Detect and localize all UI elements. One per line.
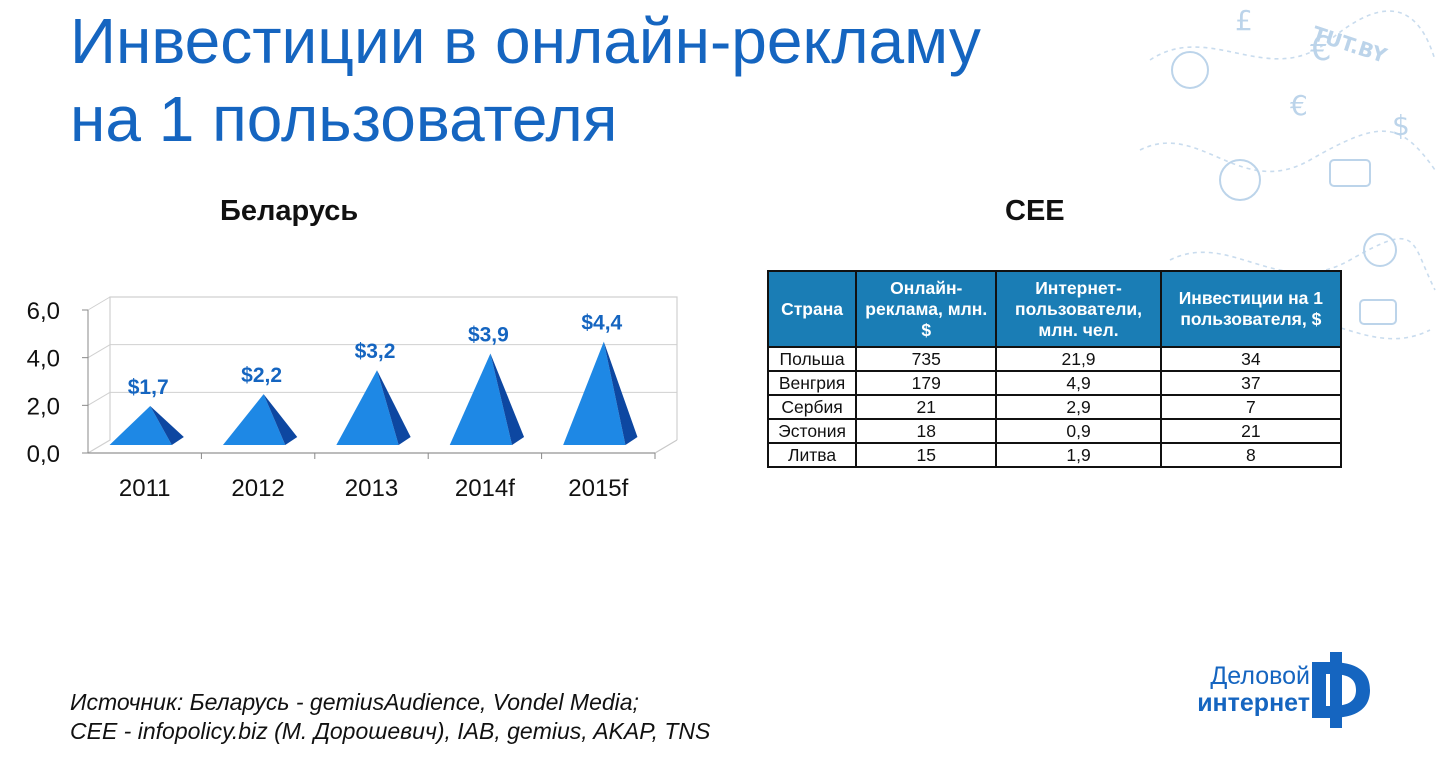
slide-title-line2: на 1 пользователя bbox=[70, 83, 618, 155]
pyramid-bar-side bbox=[603, 341, 638, 445]
svg-text:€: € bbox=[1310, 29, 1332, 69]
y-tick-label: 6,0 bbox=[27, 298, 60, 325]
logo-text-line2: интернет bbox=[1197, 689, 1310, 717]
table-cell: Польша bbox=[766, 346, 858, 372]
svg-text:€: € bbox=[1290, 89, 1308, 122]
x-tick-label: 2011 bbox=[119, 475, 171, 502]
table-header-country: Страна bbox=[766, 270, 858, 348]
pyramid-bar-side bbox=[377, 370, 411, 445]
table-cell: 8 bbox=[1159, 442, 1343, 468]
pyramid-bar bbox=[109, 405, 172, 445]
table-row: Польша 735 21,9 34 bbox=[766, 346, 1343, 372]
table-row: Эстония 18 0,9 21 bbox=[766, 418, 1343, 444]
chart-title: Беларусь bbox=[220, 195, 359, 227]
y-tick-label: 4,0 bbox=[27, 346, 60, 373]
data-label: $3,2 bbox=[355, 340, 396, 363]
table-header-internet-users: Интернет-пользователи, млн. чел. bbox=[995, 270, 1162, 348]
logo-mark-icon bbox=[1312, 652, 1370, 728]
table-cell: 4,9 bbox=[995, 370, 1162, 396]
gridline-depth bbox=[87, 296, 111, 311]
table-cell: 179 bbox=[855, 370, 998, 396]
y-tick-label: 0,0 bbox=[27, 441, 60, 468]
slide-title-line1: Инвестиции в онлайн-рекламу bbox=[70, 5, 981, 77]
table-header-ad-spend: Онлайн-реклама, млн. $ bbox=[855, 270, 998, 348]
table-title: CEE bbox=[1005, 195, 1065, 227]
table-cell: Сербия bbox=[766, 394, 858, 420]
pyramid-bar bbox=[336, 370, 399, 445]
table-header-investment-per-user: Инвестиции на 1 пользователя, $ bbox=[1159, 270, 1343, 348]
x-tick-label: 2014f bbox=[455, 475, 515, 502]
gridline-depth bbox=[87, 344, 111, 359]
table-cell: Литва bbox=[766, 442, 858, 468]
table-cell: 2,9 bbox=[995, 394, 1162, 420]
source-note: Источник: Беларусь - gemiusAudience, Von… bbox=[70, 688, 710, 746]
data-label: $3,9 bbox=[468, 324, 509, 347]
cee-table: Страна Онлайн-реклама, млн. $ Интернет-п… bbox=[766, 270, 1343, 468]
table-cell: Венгрия bbox=[766, 370, 858, 396]
table-row: Сербия 21 2,9 7 bbox=[766, 394, 1343, 420]
gridline-depth bbox=[87, 391, 111, 406]
table-cell: 1,9 bbox=[995, 442, 1162, 468]
table-cell: Эстония bbox=[766, 418, 858, 444]
y-tick-label: 2,0 bbox=[27, 393, 60, 420]
table-cell: 21 bbox=[1159, 418, 1343, 444]
table-cell: 735 bbox=[855, 346, 998, 372]
logo-text-line1: Деловой bbox=[1210, 662, 1310, 690]
company-logo: Деловой интернет bbox=[1150, 650, 1380, 740]
x-tick-label: 2015f bbox=[568, 475, 628, 502]
table-row: Венгрия 179 4,9 37 bbox=[766, 370, 1343, 396]
data-label: $1,7 bbox=[128, 376, 169, 399]
pyramid-bar-side bbox=[150, 405, 184, 445]
x-tick-label: 2012 bbox=[231, 475, 284, 502]
data-label: $4,4 bbox=[581, 312, 622, 335]
pyramid-bar-chart: 0,0 2,0 4,0 6,0 $1,7 2011 $2,2 2012 $3,2 2013 $3,9… bbox=[27, 296, 678, 502]
pyramid-bar bbox=[449, 353, 513, 445]
table-cell: 37 bbox=[1159, 370, 1343, 396]
source-line-2: CEE - infopolicy.biz (М. Дорошевич), IAB… bbox=[70, 718, 711, 744]
pyramid-bar-side bbox=[490, 353, 525, 445]
svg-text:£: £ bbox=[1235, 4, 1253, 37]
table-cell: 34 bbox=[1159, 346, 1343, 372]
table-row: Литва 15 1,9 8 bbox=[766, 442, 1343, 468]
table-cell: 18 bbox=[855, 418, 998, 444]
table-cell: 21 bbox=[855, 394, 998, 420]
table-cell: 7 bbox=[1159, 394, 1343, 420]
pyramid-bar bbox=[222, 394, 286, 445]
x-tick-label: 2013 bbox=[345, 475, 398, 502]
slide-title: Инвестиции в онлайн-рекламу на 1 пользов… bbox=[70, 2, 981, 158]
pyramid-bar-side bbox=[263, 394, 298, 445]
pyramid-bar bbox=[563, 341, 626, 445]
svg-text:$: $ bbox=[1392, 109, 1410, 142]
table-cell: 0,9 bbox=[995, 418, 1162, 444]
source-line-1: Источник: Беларусь - gemiusAudience, Von… bbox=[70, 689, 639, 715]
table-cell: 15 bbox=[855, 442, 998, 468]
data-label: $2,2 bbox=[241, 364, 282, 387]
table-header-row: Страна Онлайн-реклама, млн. $ Интернет-п… bbox=[766, 270, 1343, 348]
decorative-pattern: € £ $ € TUT.BY bbox=[1139, 4, 1436, 340]
table-cell: 21,9 bbox=[995, 346, 1162, 372]
